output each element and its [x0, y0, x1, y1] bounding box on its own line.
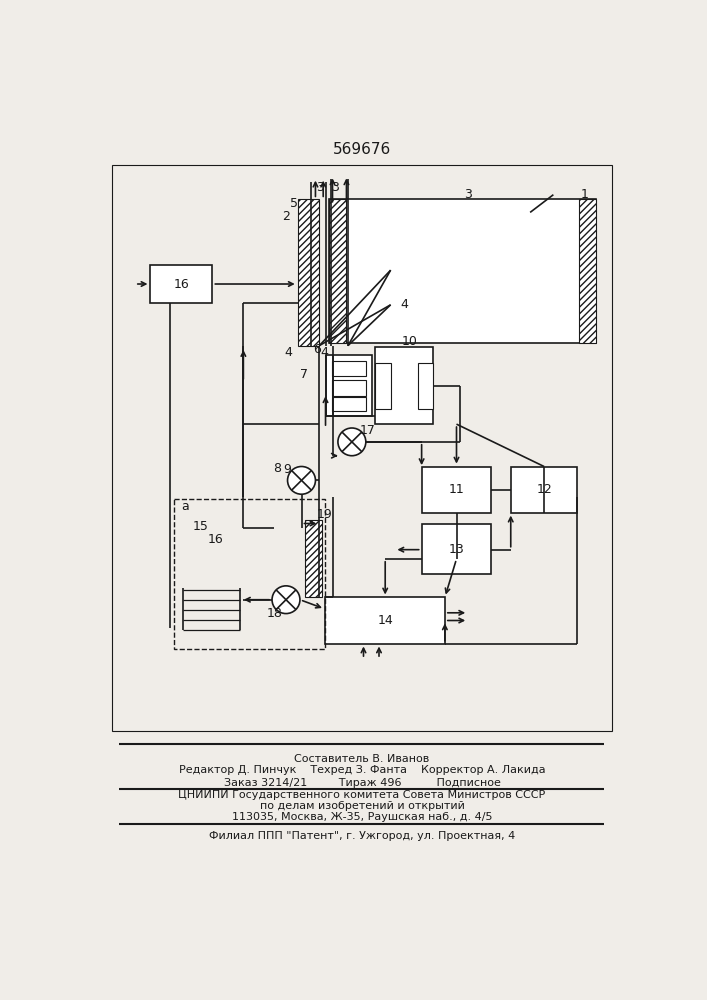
Text: по делам изобретений и открытий: по делам изобретений и открытий — [259, 801, 464, 811]
Bar — [329, 199, 346, 343]
Text: 16: 16 — [173, 278, 189, 291]
Bar — [332, 361, 366, 376]
Text: 6: 6 — [313, 343, 321, 356]
Bar — [112, 165, 612, 731]
Text: 4: 4 — [321, 346, 329, 359]
Bar — [332, 380, 366, 396]
Bar — [510, 466, 577, 513]
Text: 18: 18 — [267, 607, 282, 620]
Text: 113035, Москва, Ж-35, Раушская наб., д. 4/5: 113035, Москва, Ж-35, Раушская наб., д. … — [232, 812, 492, 822]
Text: 2: 2 — [282, 210, 290, 223]
Bar — [329, 199, 596, 343]
Bar — [375, 347, 433, 424]
Bar — [579, 199, 596, 343]
Circle shape — [338, 428, 366, 456]
Text: Составитель В. Иванов: Составитель В. Иванов — [294, 754, 430, 764]
Text: 13: 13 — [449, 543, 464, 556]
Text: 3: 3 — [331, 181, 339, 194]
Text: 1: 1 — [580, 188, 588, 201]
Bar — [332, 397, 366, 411]
Text: 4: 4 — [401, 298, 409, 311]
Bar — [174, 499, 325, 649]
Bar — [418, 363, 433, 409]
Text: 569676: 569676 — [333, 142, 391, 157]
Bar — [421, 466, 491, 513]
Text: 3: 3 — [316, 181, 324, 194]
Text: 16: 16 — [208, 533, 223, 546]
Bar — [421, 524, 491, 574]
Text: 7: 7 — [300, 368, 308, 381]
Text: Редактор Д. Пинчук    Техред З. Фанта    Корректор А. Лакида: Редактор Д. Пинчук Техред З. Фанта Корре… — [179, 765, 545, 775]
Text: a: a — [182, 500, 189, 513]
Bar — [375, 363, 391, 409]
Bar — [305, 520, 322, 597]
Text: 10: 10 — [402, 335, 418, 348]
Circle shape — [272, 586, 300, 614]
Text: 5: 5 — [290, 197, 298, 210]
Bar — [151, 265, 212, 303]
Text: ЦНИИПИ Государственного комитета Совета Министров СССР: ЦНИИПИ Государственного комитета Совета … — [178, 790, 546, 800]
Circle shape — [288, 466, 315, 494]
Text: 3: 3 — [464, 188, 472, 201]
Text: 12: 12 — [536, 483, 552, 496]
Bar — [325, 355, 372, 416]
Text: Филиал ППП "Патент", г. Ужгород, ул. Проектная, 4: Филиал ППП "Патент", г. Ужгород, ул. Про… — [209, 831, 515, 841]
Bar — [298, 199, 320, 346]
Text: Заказ 3214/21         Тираж 496          Подписное: Заказ 3214/21 Тираж 496 Подписное — [223, 778, 501, 788]
Text: 19: 19 — [317, 508, 332, 521]
Bar — [325, 597, 445, 644]
Text: 9: 9 — [284, 463, 291, 476]
Text: 11: 11 — [449, 483, 464, 496]
Text: 15: 15 — [193, 520, 209, 533]
Text: 14: 14 — [378, 614, 393, 627]
Text: 8: 8 — [273, 462, 281, 475]
Text: 4: 4 — [284, 346, 292, 359]
Text: 17: 17 — [359, 424, 375, 437]
